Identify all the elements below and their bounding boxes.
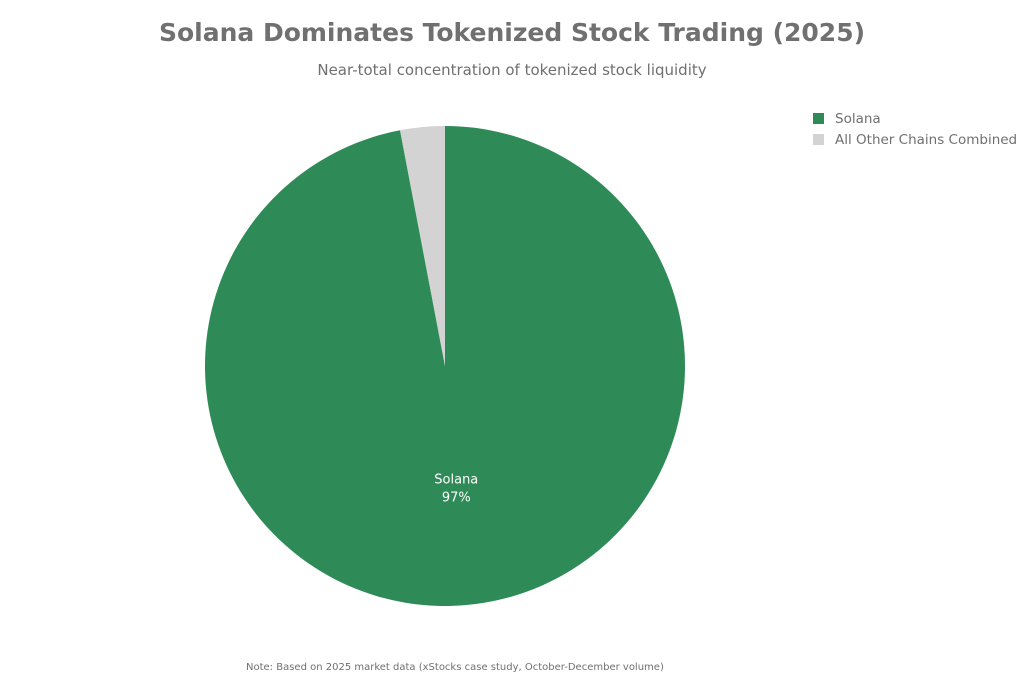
- legend-label-other-chains: All Other Chains Combined: [835, 131, 1018, 148]
- legend-swatch-other-chains: [813, 134, 824, 145]
- chart-note: Note: Based on 2025 market data (xStocks…: [246, 662, 664, 673]
- chart-title: Solana Dominates Tokenized Stock Trading…: [158, 18, 866, 47]
- legend-label-solana: Solana: [835, 110, 881, 127]
- legend-swatch-solana: [813, 113, 824, 124]
- legend-item-other-chains[interactable]: All Other Chains Combined: [813, 129, 1017, 150]
- legend-item-solana[interactable]: Solana: [813, 108, 1017, 129]
- pie-label-value: 97%: [442, 490, 471, 505]
- pie-slice-all-other-chains-combined[interactable]: [400, 126, 445, 366]
- pie-label-name: Solana: [434, 472, 478, 487]
- legend: Solana All Other Chains Combined: [813, 108, 1017, 150]
- chart-subtitle: Near-total concentration of tokenized st…: [317, 61, 707, 79]
